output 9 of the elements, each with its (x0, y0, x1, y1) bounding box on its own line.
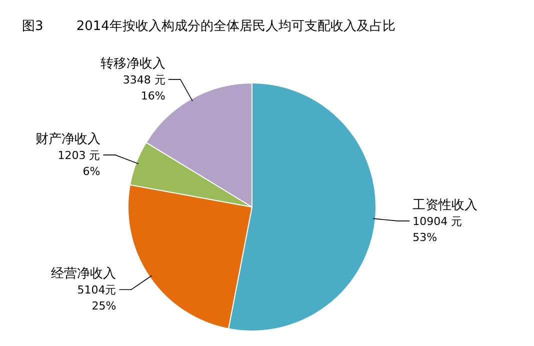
slice-label: 经营净收入 (51, 266, 116, 282)
slice-label: 转移净收入 (100, 56, 166, 72)
slice-label: 工资性收入 (412, 198, 478, 213)
chart-title: 图3 2014年按收入构成分的全体居民人均可支配收入及占比 (22, 19, 396, 34)
data-label: 1203 元 6% (58, 148, 100, 178)
data-label: 5104元 25% (77, 284, 116, 313)
slice-label: 财产净收入 (35, 132, 100, 147)
data-label: 10904 元 53% (412, 214, 462, 244)
data-label: 3348 元 16% (122, 73, 166, 102)
